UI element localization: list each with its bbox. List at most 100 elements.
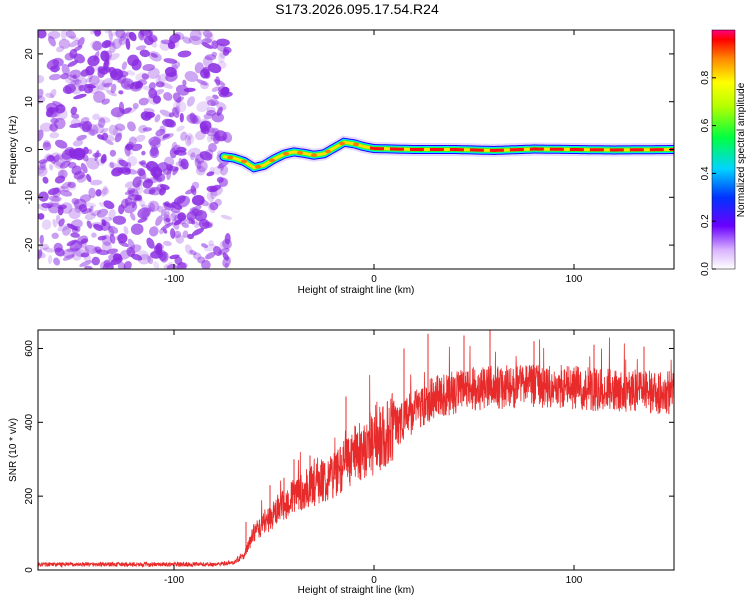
noise-blob <box>38 191 49 202</box>
snr-panel: -100 0 100 0 200 400 600 Height of straight li… <box>8 329 675 596</box>
noise-blob <box>163 92 173 101</box>
noise-blob <box>173 230 182 239</box>
noise-blob <box>52 57 64 67</box>
noise-blob <box>192 252 202 260</box>
noise-blob <box>58 38 71 49</box>
noise-blob <box>163 240 172 247</box>
noise-blob <box>123 226 129 235</box>
noise-blob <box>69 79 82 86</box>
noise-blob <box>156 183 166 193</box>
noise-blob <box>146 237 155 249</box>
noise-blob <box>104 138 114 146</box>
noise-blob <box>164 119 176 128</box>
noise-blob <box>172 92 182 103</box>
noise-blob <box>143 36 154 46</box>
colorbar: 0.0 0.2 0.4 0.6 0.8 Normalized spectral ampl… <box>700 29 747 276</box>
noise-blob <box>98 82 110 91</box>
noise-blob <box>72 139 84 147</box>
noise-blob <box>188 35 203 46</box>
noise-blob <box>108 162 119 170</box>
noise-blob <box>43 153 51 164</box>
noise-blob <box>123 261 132 269</box>
noise-blob <box>139 49 150 58</box>
noise-blob <box>132 183 144 195</box>
noise-blob <box>69 122 84 129</box>
noise-blob <box>189 30 202 42</box>
noise-blob <box>97 134 105 140</box>
noise-blob <box>162 133 170 139</box>
noise-blob <box>65 30 76 39</box>
noise-blob <box>186 132 193 141</box>
y-tick-label: 10 <box>24 96 35 108</box>
noise-blob <box>165 217 171 223</box>
tone-peak <box>297 151 303 155</box>
noise-blob <box>132 102 139 109</box>
noise-blob <box>106 89 117 97</box>
noise-blob <box>114 132 123 143</box>
noise-blob <box>202 30 213 38</box>
noise-blob <box>213 79 226 86</box>
noise-blob <box>88 83 100 95</box>
noise-blob <box>64 77 77 86</box>
noise-blob <box>69 35 80 41</box>
noise-blob <box>216 176 224 183</box>
noise-blob <box>195 165 206 176</box>
noise-blob <box>184 134 192 147</box>
noise-blob <box>201 259 211 269</box>
noise-blob <box>88 187 96 199</box>
noise-blob <box>97 116 111 124</box>
tone-peak <box>255 164 261 169</box>
noise-blob <box>204 243 217 252</box>
noise-blob <box>64 85 72 94</box>
noise-blob <box>176 125 185 132</box>
noise-blob <box>192 114 201 125</box>
spectrogram-heatmap <box>38 30 674 269</box>
noise-blob <box>108 124 119 136</box>
noise-blob <box>201 221 213 228</box>
noise-blob <box>126 246 136 258</box>
noise-blob <box>191 219 196 225</box>
noise-blob <box>211 86 220 92</box>
noise-blob <box>76 235 88 245</box>
x-tick-label: 0 <box>371 274 377 285</box>
noise-blob <box>83 85 94 94</box>
colorbar-ticks: 0.0 0.2 0.4 0.6 0.8 <box>700 70 716 276</box>
tone-peak <box>311 153 317 157</box>
colorbar-tick-label: 0.6 <box>700 118 711 132</box>
noise-blob <box>70 232 80 238</box>
noise-blob <box>43 140 51 148</box>
noise-blob <box>174 106 181 115</box>
spectrogram-ylabel: Frequency (Hz) <box>8 116 19 185</box>
noise-blob <box>65 183 77 191</box>
noise-blob <box>79 260 93 267</box>
noise-blob <box>154 114 161 123</box>
noise-blob <box>55 139 68 149</box>
noise-blob <box>101 185 108 197</box>
noise-blob <box>126 70 136 76</box>
noise-blob <box>217 160 230 169</box>
noise-blob <box>102 262 114 269</box>
snr-ylabel: SNR (10 * v/v) <box>8 418 19 482</box>
noise-blob <box>50 117 59 124</box>
noise-blob <box>148 30 153 37</box>
noise-blob <box>194 221 200 229</box>
noise-blob <box>142 63 155 72</box>
noise-blob <box>87 55 100 67</box>
noise-blob <box>175 100 187 113</box>
noise-blob <box>125 31 131 38</box>
noise-blob <box>38 74 45 84</box>
noise-blob <box>187 134 195 145</box>
tone-peak <box>353 142 359 147</box>
noise-blob <box>138 161 151 169</box>
noise-blob <box>88 75 100 86</box>
noise-blob <box>101 241 112 252</box>
noise-blob <box>42 176 49 184</box>
noise-blob <box>91 256 101 266</box>
noise-blob <box>107 53 120 61</box>
noise-blob <box>190 152 196 161</box>
noise-blob <box>54 247 65 257</box>
noise-blob <box>155 242 163 253</box>
noise-blob <box>93 223 104 231</box>
colorbar-tick-label: 0.4 <box>700 166 711 180</box>
y-tick-label: -10 <box>24 190 35 205</box>
